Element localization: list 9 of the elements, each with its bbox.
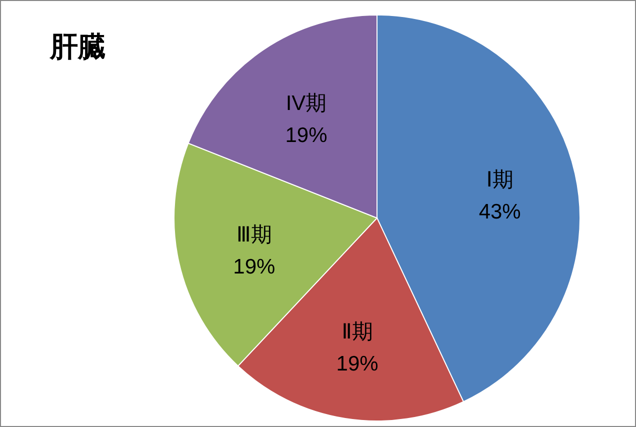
text: 肝臓 bbox=[49, 31, 106, 62]
data-label: 19% bbox=[336, 352, 378, 376]
data-label: 19% bbox=[285, 124, 328, 147]
data-label: 43% bbox=[478, 200, 521, 224]
slice-label: Ⅲ期 bbox=[236, 223, 272, 246]
slice-label: Ⅰ期 bbox=[486, 168, 514, 192]
slice-label: IV期 bbox=[286, 92, 327, 115]
data-label: 19% bbox=[233, 255, 276, 278]
slice-label: Ⅱ期 bbox=[342, 320, 373, 344]
